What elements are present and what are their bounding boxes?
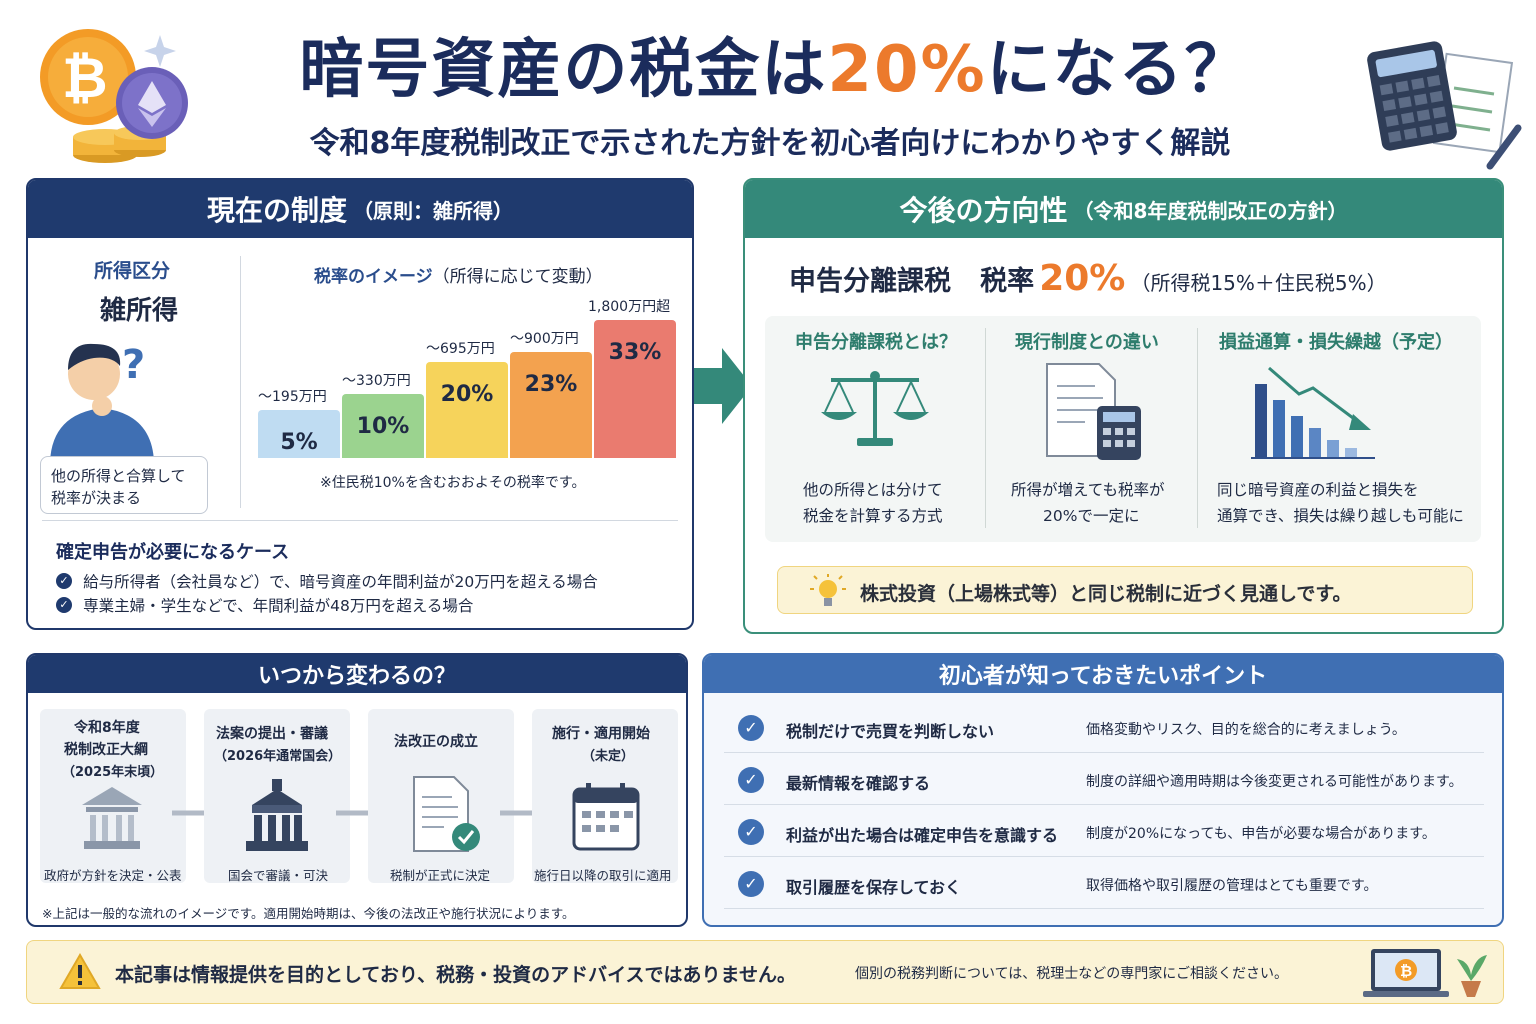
- page-subtitle: 令和8年度税制改正で示された方針を初心者向けにわかりやすく解説: [309, 126, 1231, 161]
- current-system-panel: 現在の制度 （原則：雑所得） 所得区分 雑所得 ? 他の所得と合算して 税率が決ま…: [26, 178, 694, 630]
- svg-text:?: ?: [122, 342, 145, 388]
- svg-text:₿: ₿: [1400, 962, 1412, 980]
- laptop-plant-illustration: ₿: [1363, 945, 1493, 1001]
- declining-chart-icon: [1249, 366, 1379, 462]
- check-icon: ✓: [56, 597, 72, 613]
- point-row-2: ✓ 最新情報を確認する 制度の詳細や適用時期は今後変更される可能性があります。: [724, 755, 1484, 805]
- timeline-step-3: 法改正の成立: [368, 709, 514, 883]
- arrow-right-icon: [694, 346, 754, 426]
- bar-category-label: ～330万円: [342, 372, 411, 389]
- disclaimer-bar: 本記事は情報提供を目的としており、税務・投資のアドバイスではありません。 個別の…: [26, 940, 1504, 1004]
- government-building-icon: [80, 785, 144, 851]
- chart-plot-area: 5% ～195万円 10% ～330万円 20% ～695万円 23% ～900万円 33% 1,…: [252, 288, 682, 458]
- rate-summary: 申告分離課税 税率 20% （所得税15%＋住民税5%）: [789, 258, 1387, 299]
- horizontal-divider: [42, 520, 678, 521]
- chart-bar: 5%: [258, 410, 340, 458]
- scale-icon: [819, 368, 931, 448]
- bar-value-label: 5%: [280, 430, 318, 455]
- warning-icon: [59, 952, 101, 991]
- check-circle-icon: ✓: [738, 871, 764, 897]
- vertical-divider: [240, 256, 241, 508]
- disclaimer-main: 本記事は情報提供を目的としており、税務・投資のアドバイスではありません。: [115, 964, 796, 986]
- chart-bar: 33%: [594, 320, 676, 458]
- filing-required-title: 確定申告が必要になるケース: [56, 542, 290, 563]
- future-direction-panel: 今後の方向性 （令和8年度税制改正の方針） 申告分離課税 税率 20% （所得税1…: [743, 178, 1504, 634]
- timeline-caption-1: 政府が方針を決定・公表: [44, 868, 182, 883]
- feature-desc-2b: 20%で一定に: [1043, 507, 1140, 525]
- beginner-points-panel: 初心者が知っておきたいポイント ✓ 税制だけで売買を判断しない 価格変動やリスク…: [702, 653, 1504, 927]
- feature-title-2: 現行制度との違い: [1015, 332, 1159, 353]
- check-circle-icon: ✓: [738, 715, 764, 741]
- bar-category-label: ～900万円: [510, 331, 579, 348]
- check-circle-icon: ✓: [738, 819, 764, 845]
- coins-illustration: ₿: [30, 25, 200, 165]
- chart-title: 税率のイメージ（所得に応じて変動）: [314, 267, 603, 287]
- feature-desc-2a: 所得が増えても税率が: [1011, 481, 1165, 499]
- tax-rate-chart: 5% ～195万円 10% ～330万円 20% ～695万円 23% ～900万円 33% 1,…: [252, 288, 682, 458]
- current-system-header: 現在の制度 （原則：雑所得）: [28, 180, 692, 238]
- feature-columns: 申告分離課税とは？ 他の所得とは分けて 税金を計算する方式 現行制度との違い: [765, 316, 1481, 542]
- timeline-caption-3: 税制が正式に決定: [390, 868, 491, 883]
- income-category-value: 雑所得: [100, 296, 179, 326]
- parliament-icon: [244, 779, 310, 853]
- thinking-person-illustration: ?: [42, 322, 162, 462]
- bar-category-label: 1,800万円超: [588, 299, 671, 315]
- timeline-caption-4: 施行日以降の取引に適用: [534, 868, 672, 883]
- filing-item-1: ✓ 給与所得者（会社員など）で、暗号資産の年間利益が20万円を超える場合: [56, 570, 598, 592]
- disclaimer-sub: 個別の税務判断については、税理士などの専門家にご相談ください。: [855, 966, 1289, 982]
- point-row-3: ✓ 利益が出た場合は確定申告を意識する 制度が20%になっても、申告が必要な場合…: [724, 807, 1484, 857]
- feature-title-3: 損益通算・損失繰越（予定）: [1219, 332, 1453, 353]
- outlook-note: 株式投資（上場株式等）と同じ税制に近づく見通しです。: [777, 566, 1473, 614]
- point-row-1: ✓ 税制だけで売買を判断しない 価格変動やリスク、目的を総合的に考えましょう。: [724, 703, 1484, 753]
- feature-desc-1b: 税金を計算する方式: [803, 507, 943, 525]
- lightbulb-icon: [808, 573, 848, 611]
- feature-desc-3b: 通算でき、損失は繰り越しも可能に: [1217, 507, 1464, 525]
- income-category-label: 所得区分: [94, 260, 171, 282]
- check-icon: ✓: [56, 573, 72, 589]
- bar-category-label: ～195万円: [258, 389, 327, 405]
- bar-value-label: 23%: [524, 372, 578, 398]
- timeline-step-4: 施行・適用開始 （未定）: [532, 709, 678, 883]
- filing-item-2: ✓ 専業主婦・学生などで、年間利益が48万円を超える場合: [56, 594, 473, 616]
- timeline-panel: いつから変わるの？ 令和8年度 税制改正大綱 （2025年末頃） 政府が方針を決…: [26, 653, 688, 927]
- chart-note: ※住民税10%を含むおおよその税率です。: [320, 475, 586, 491]
- bar-value-label: 33%: [608, 340, 662, 365]
- document-calculator-icon: [1045, 362, 1145, 462]
- points-header: 初心者が知っておきたいポイント: [704, 655, 1502, 693]
- bar-value-label: 10%: [356, 413, 410, 439]
- chart-bar: 10%: [342, 393, 424, 458]
- approved-document-icon: [412, 775, 482, 855]
- check-circle-icon: ✓: [738, 767, 764, 793]
- feature-title-1: 申告分離課税とは？: [795, 332, 957, 353]
- page-title: 暗号資産の税金は20%になる？: [299, 33, 1251, 107]
- bar-category-label: ～695万円: [426, 340, 495, 357]
- calculator-icon: [1362, 36, 1522, 176]
- calendar-icon: [572, 781, 640, 851]
- speech-bubble: 他の所得と合算して 税率が決まる: [40, 456, 208, 514]
- chart-bar: 23%: [510, 352, 592, 458]
- feature-desc-3a: 同じ暗号資産の利益と損失を: [1217, 481, 1419, 499]
- timeline-note: ※上記は一般的な流れのイメージです。適用開始時期は、今後の法改正や施行状況により…: [42, 906, 575, 921]
- timeline-header: いつから変わるの？: [28, 655, 686, 693]
- timeline-step-1: 令和8年度 税制改正大綱 （2025年末頃）: [40, 709, 186, 883]
- bitcoin-icon: ₿: [62, 46, 108, 111]
- bar-value-label: 20%: [440, 381, 494, 407]
- point-row-4: ✓ 取引履歴を保存しておく 取得価格や取引履歴の管理はとても重要です。: [724, 859, 1484, 909]
- feature-desc-1a: 他の所得とは分けて: [803, 481, 943, 499]
- timeline-step-2: 法案の提出・審議 （2026年通常国会）: [204, 709, 350, 883]
- future-direction-header: 今後の方向性 （令和8年度税制改正の方針）: [745, 180, 1502, 238]
- timeline-caption-2: 国会で審議・可決: [228, 868, 329, 883]
- chart-bar: 20%: [426, 361, 508, 458]
